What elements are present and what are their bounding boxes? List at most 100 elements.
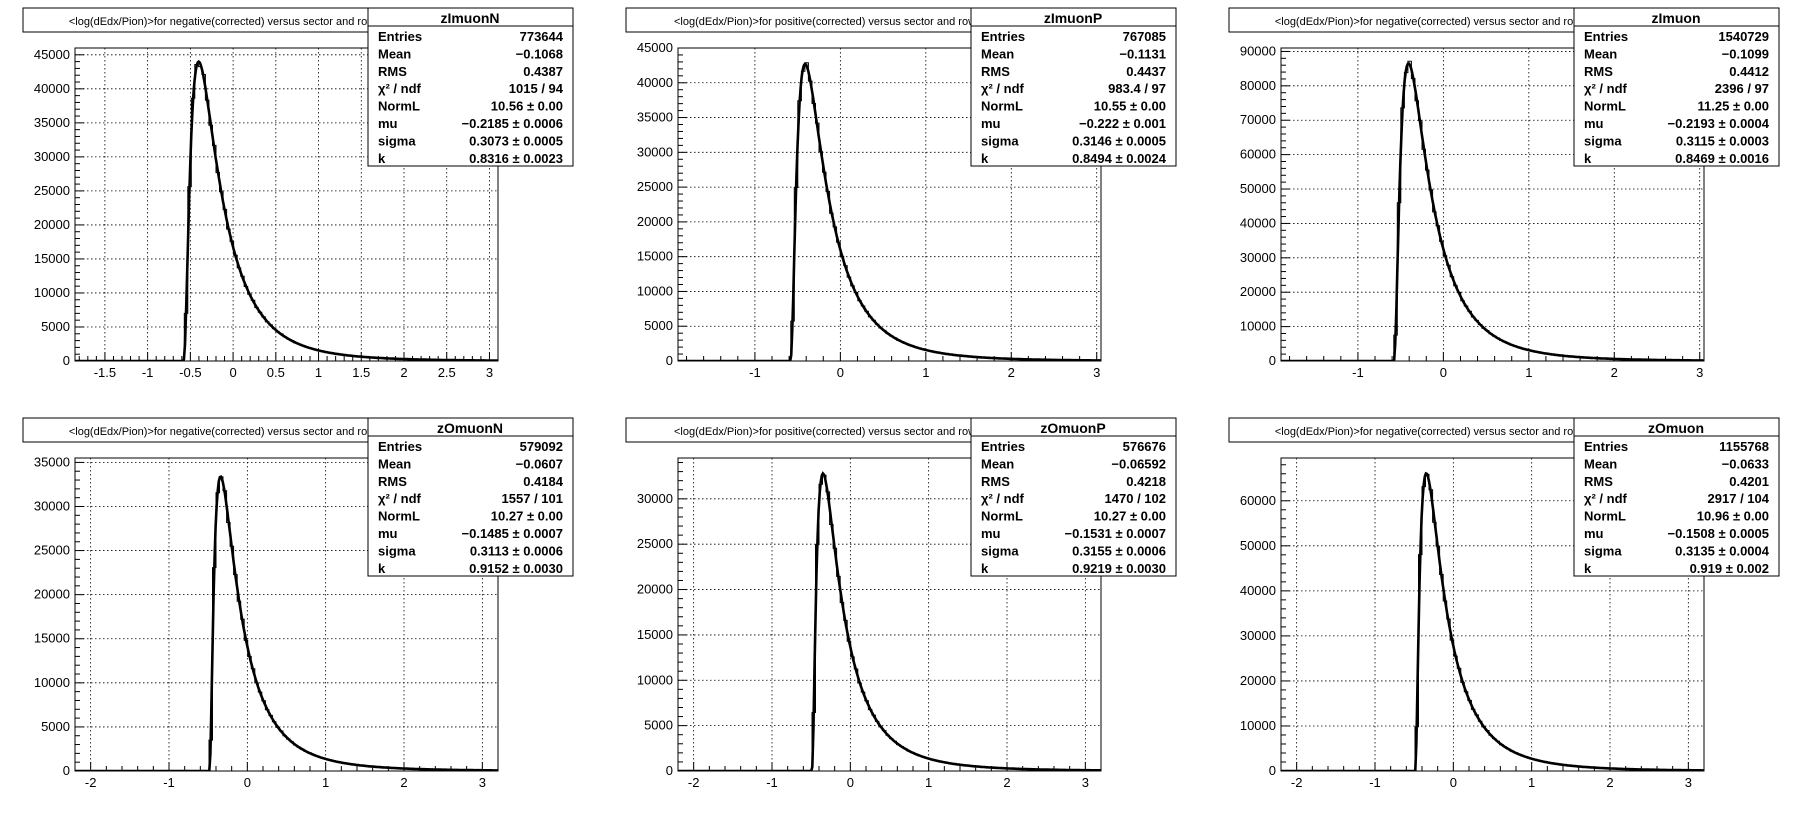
stat-label: χ² / ndf	[981, 491, 1025, 506]
stat-value: −0.2185 ± 0.0006	[462, 116, 563, 131]
y-tick-label: 0	[63, 353, 70, 368]
stat-value: 576676	[1123, 439, 1166, 454]
stat-value: 0.3155 ± 0.0006	[1072, 543, 1166, 558]
x-tick-label: 3	[1093, 365, 1100, 380]
y-tick-label: 0	[666, 763, 673, 778]
stats-frame	[970, 417, 1177, 577]
stat-label: NormL	[981, 509, 1023, 524]
x-tick-label: -1	[1369, 775, 1381, 790]
title-box	[22, 417, 423, 443]
y-tick-label: 15000	[637, 627, 673, 642]
x-tick-label: 1	[925, 775, 932, 790]
x-tick-label: 3	[486, 365, 493, 380]
histogram-name: zImuon	[1652, 10, 1701, 26]
stats-frame	[970, 7, 1177, 167]
stat-label: k	[378, 561, 386, 576]
stat-value: −0.06592	[1111, 456, 1166, 471]
stat-value: −0.0607	[516, 456, 563, 471]
stats-box: zOmuon Entries 1155768 Mean −0.0633 RMS 0.4201…	[1573, 417, 1780, 577]
y-tick-label: 10000	[1240, 718, 1276, 733]
stat-value: −0.1531 ± 0.0007	[1065, 526, 1166, 541]
y-tick-label: 20000	[637, 582, 673, 597]
stat-value: −0.1508 ± 0.0005	[1668, 526, 1769, 541]
stat-value: 10.27 ± 0.00	[491, 509, 563, 524]
stat-value: 2917 / 104	[1708, 491, 1770, 506]
plot-frame	[1280, 457, 1705, 772]
stats-box: zImuonP Entries 767085 Mean −0.1131 RMS 0.4437…	[970, 7, 1177, 167]
stats-box: zImuon Entries 1540729 Mean −0.1099 RMS 0.4412…	[1573, 7, 1780, 167]
y-tick-label: 20000	[637, 214, 673, 229]
stat-value: 10.56 ± 0.00	[491, 99, 563, 114]
fit-curve	[1281, 62, 1704, 361]
stat-label: mu	[378, 116, 398, 131]
title-box	[625, 7, 1026, 33]
stat-label: NormL	[378, 509, 420, 524]
fit-curve	[678, 62, 1101, 361]
stats-frame	[367, 7, 574, 167]
x-tick-label: -0.5	[179, 365, 201, 380]
x-tick-label: 2	[1008, 365, 1015, 380]
stat-value: 0.9152 ± 0.0030	[469, 561, 563, 576]
stat-value: 579092	[520, 439, 563, 454]
stat-label: sigma	[378, 133, 416, 148]
stat-value: 1470 / 102	[1105, 491, 1166, 506]
x-tick-label: 3	[1696, 365, 1703, 380]
x-tick-label: -1	[1352, 365, 1364, 380]
stat-value: 0.919 ± 0.002	[1690, 561, 1769, 576]
stat-label: Entries	[981, 439, 1025, 454]
chart-title: <log(dEdx/Pion)>for positive(corrected) …	[674, 16, 976, 28]
y-tick-label: 40000	[637, 75, 673, 90]
plot-frame	[677, 47, 1102, 362]
stat-value: 0.8469 ± 0.0016	[1675, 151, 1769, 166]
stat-label: Mean	[378, 456, 411, 471]
y-tick-label: 50000	[1240, 538, 1276, 553]
y-tick-label: 15000	[637, 249, 673, 264]
y-tick-label: 35000	[637, 110, 673, 125]
stat-value: 0.4387	[523, 64, 563, 79]
stat-value: 0.9219 ± 0.0030	[1072, 561, 1166, 576]
stats-frame	[1573, 7, 1780, 167]
x-tick-label: 0	[244, 775, 251, 790]
stat-label: Mean	[981, 456, 1014, 471]
stat-value: 0.4412	[1729, 64, 1769, 79]
histogram-panel-zOmuon: -2 -1 0 1 2 3 0 10000 20000 30000 40000 50000 60000 <…	[1228, 417, 1780, 790]
stat-value: 1015 / 94	[509, 81, 564, 96]
stat-value: 767085	[1123, 29, 1166, 44]
x-tick-label: 2	[1611, 365, 1618, 380]
x-tick-label: -1	[749, 365, 761, 380]
stat-label: k	[1584, 151, 1592, 166]
x-tick-label: 0	[837, 365, 844, 380]
stat-label: χ² / ndf	[981, 81, 1025, 96]
x-tick-label: 0	[847, 775, 854, 790]
y-tick-label: 0	[1269, 353, 1276, 368]
x-tick-label: 3	[1082, 775, 1089, 790]
stat-value: 1155768	[1719, 439, 1769, 454]
stat-label: Mean	[1584, 456, 1617, 471]
plot-frame	[677, 457, 1102, 772]
histogram-panel-zImuonP: -1 0 1 2 3 0 5000 10000 15000 20000 25000 30000 3500…	[625, 7, 1177, 380]
stat-label: χ² / ndf	[1584, 491, 1628, 506]
chart-title: <log(dEdx/Pion)>for negative(corrected) …	[1275, 426, 1581, 438]
stat-label: Entries	[378, 439, 422, 454]
x-tick-label: 3	[479, 775, 486, 790]
stat-value: 1557 / 101	[502, 491, 563, 506]
x-tick-label: -1.5	[94, 365, 116, 380]
x-tick-label: 2	[1003, 775, 1010, 790]
y-tick-label: 45000	[637, 40, 673, 55]
x-tick-label: -2	[1291, 775, 1303, 790]
y-tick-label: 35000	[34, 454, 70, 469]
histogram-panel-zImuon: -1 0 1 2 3 0 10000 20000 30000 40000 50000 60000 700…	[1228, 7, 1780, 380]
stat-value: 10.55 ± 0.00	[1094, 99, 1166, 114]
stat-label: RMS	[1584, 64, 1613, 79]
y-tick-label: 70000	[1240, 112, 1276, 127]
stat-label: NormL	[981, 99, 1023, 114]
stat-label: NormL	[378, 99, 420, 114]
stat-label: Mean	[378, 46, 411, 61]
stat-label: k	[1584, 561, 1592, 576]
y-tick-label: 5000	[644, 318, 673, 333]
fit-curve	[1281, 471, 1704, 771]
y-tick-label: 30000	[637, 144, 673, 159]
stat-label: mu	[1584, 526, 1604, 541]
stat-label: k	[378, 151, 386, 166]
stat-value: 0.8316 ± 0.0023	[469, 151, 563, 166]
